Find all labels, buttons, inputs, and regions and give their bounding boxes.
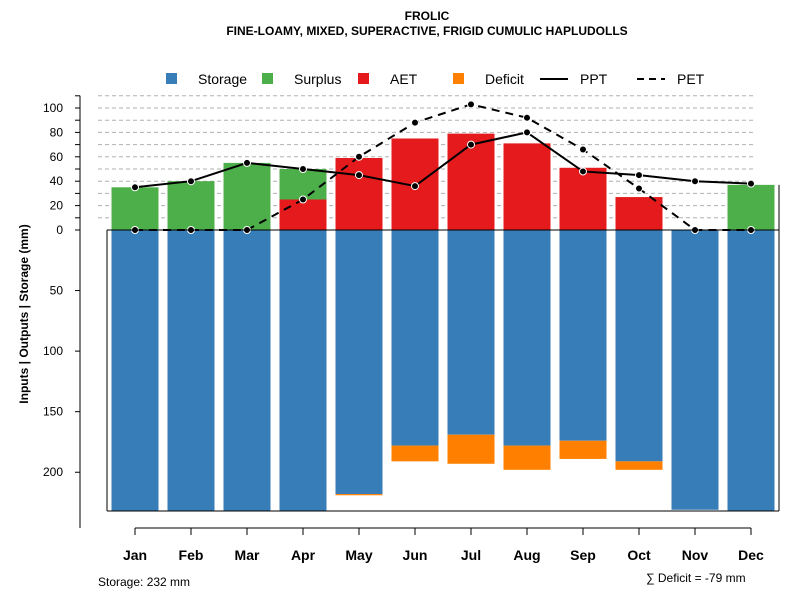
month-label-feb: Feb [179,547,204,563]
bars [111,133,775,511]
deficit-note: ∑ Deficit = -79 mm [646,571,746,585]
legend-label-ppt: PPT [580,71,608,87]
aet-bar-aug [503,143,551,230]
pet-line-point-aug [523,113,531,122]
y-tick-label-100: 100 [43,344,63,358]
aet-bar-oct [615,197,663,230]
surplus-bar-apr [279,169,327,200]
legend-label-surplus: Surplus [294,71,341,87]
surplus-bar-mar [223,162,271,230]
storage-bar-jun [391,230,439,446]
y-tick-label-150: 150 [43,405,63,419]
ppt-line [134,131,752,189]
deficit-bar-sep [559,440,607,459]
y-tick-label-200: 200 [43,465,63,479]
legend-label-storage: Storage [198,71,247,87]
ppt-line-point-feb [187,177,195,186]
month-label-jun: Jun [403,547,428,563]
month-label-jan: Jan [123,547,147,563]
y-tick-label-20: 20 [50,199,64,213]
legend: Storage Surplus AET Deficit PPT PET [166,71,705,87]
ppt-line-point-oct [635,171,643,180]
legend-key-surplus [262,73,273,84]
pet-line-point-oct [635,184,643,193]
axes: 0 20 40 60 80 100 50 100 150 200 Jan Feb Mar Apr May Ju… [43,95,780,563]
ppt-line-point-aug [523,128,531,137]
month-label-aug: Aug [513,547,540,563]
legend-label-aet: AET [390,71,418,87]
surplus-bar-jan [111,187,159,230]
pet-line-point-may [355,152,363,161]
deficit-bar-oct [615,461,663,470]
storage-bar-mar [223,230,271,511]
month-label-oct: Oct [627,547,651,563]
aet-bar-apr [279,199,327,230]
y-tick-label-0: 0 [56,223,63,237]
ppt-line-point-dec [747,179,755,188]
storage-bar-jan [111,230,159,511]
pet-line-point-sep [579,145,587,154]
storage-bar-dec [727,230,775,511]
storage-bar-jul [447,230,495,435]
storage-note: Storage: 232 mm [98,575,190,589]
deficit-bar-jun [391,445,439,462]
legend-key-deficit [453,73,464,84]
aet-bar-sep [559,167,607,230]
deficit-bar-may [335,494,383,496]
storage-bar-apr [279,230,327,511]
y-tick-label-80: 80 [50,125,64,139]
month-label-dec: Dec [738,547,764,563]
storage-bar-sep [559,230,607,441]
month-label-apr: Apr [291,547,316,563]
storage-bar-feb [167,230,215,511]
legend-key-aet [358,73,369,84]
ppt-line-point-mar [243,158,251,167]
legend-key-storage [166,73,177,84]
ppt-line-point-jan [131,183,139,192]
y-tick-label-40: 40 [50,174,64,188]
y-tick-label-50: 50 [50,284,64,298]
y-axis-title: Inputs | Outputs | Storage (mm) [17,224,31,403]
surplus-bar-dec [727,184,775,230]
pet-line-point-jun [411,118,419,127]
aet-bar-may [335,158,383,230]
legend-label-pet: PET [677,71,705,87]
deficit-bar-jul [447,434,495,464]
pet-line-point-jul [467,100,475,109]
month-label-sep: Sep [570,547,596,563]
storage-bar-nov [671,230,719,510]
month-label-nov: Nov [682,547,709,563]
aet-bar-jul [447,133,495,230]
chart-title: FROLIC [405,9,450,23]
deficit-bar-aug [503,445,551,470]
month-label-jul: Jul [461,547,481,563]
y-tick-label-100: 100 [43,101,63,115]
legend-label-deficit: Deficit [485,71,524,87]
ppt-line-point-sep [579,167,587,176]
y-tick-label-60: 60 [50,150,64,164]
storage-bar-may [335,230,383,495]
ppt-line-point-apr [299,165,307,173]
chart-subtitle: FINE-LOAMY, MIXED, SUPERACTIVE, FRIGID C… [226,24,627,38]
ppt-line-point-jun [411,182,419,191]
ppt-line-point-nov [691,177,699,186]
surplus-bar-feb [167,181,215,230]
storage-bar-aug [503,230,551,446]
ppt-line-point-jul [467,140,475,149]
storage-bar-oct [615,230,663,462]
month-label-may: May [345,547,372,563]
ppt-line-point-may [355,171,363,180]
pet-line-point-apr [299,195,307,204]
month-label-mar: Mar [235,547,260,563]
